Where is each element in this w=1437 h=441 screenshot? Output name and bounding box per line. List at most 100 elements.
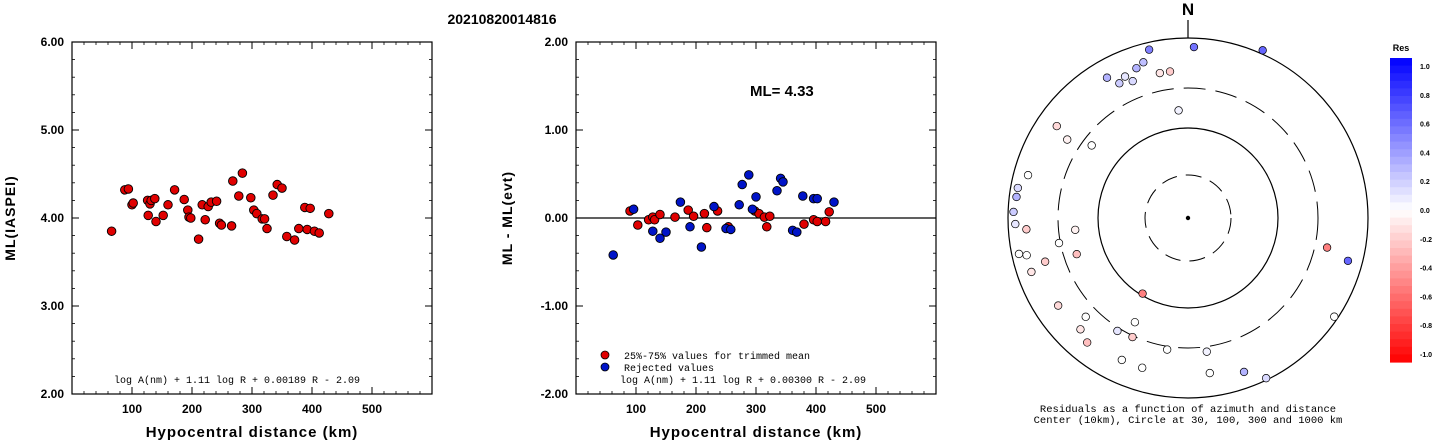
- station-point: [200, 215, 210, 225]
- colorbar-cell: [1390, 301, 1412, 310]
- azimuth-point: [1083, 338, 1092, 347]
- trimmed-mean-point: [655, 209, 665, 220]
- magnitude-vs-distance-plot: 100 200 300 400 500 2.00 3.00 4.00 5.00 6.00 log …: [2, 35, 433, 441]
- azimuth-point: [1239, 367, 1249, 377]
- trimmed-mean-point: [702, 222, 712, 233]
- circle-300km: [1057, 87, 1319, 349]
- circle-100km: [1097, 127, 1279, 309]
- azimuth-point: [1128, 332, 1137, 342]
- azimuth-point: [1081, 312, 1090, 321]
- colorbar-cell: [1390, 96, 1412, 105]
- rejected-point: [675, 197, 686, 207]
- left-xlabel: Hypocentral distance (km): [146, 424, 359, 441]
- azimuth-point: [1120, 72, 1130, 81]
- azimuth-point: [1128, 76, 1137, 86]
- rejected-point: [812, 193, 822, 204]
- azimuth-point: [1132, 64, 1141, 73]
- azimuth-point: [1139, 58, 1148, 67]
- station-point: [294, 223, 304, 234]
- station-point: [262, 223, 272, 234]
- x-tick-label: 300: [242, 402, 262, 416]
- polar-caption-line2: Center (10km), Circle at 30, 100, 300 an…: [1034, 415, 1343, 427]
- rejected-point: [648, 226, 658, 236]
- rejected-point: [778, 177, 788, 187]
- azimuth-point: [1027, 267, 1036, 277]
- circle-30km: [1144, 174, 1232, 262]
- colorbar-tick-label: -0.2: [1420, 237, 1432, 244]
- colorbar-cell: [1390, 187, 1412, 196]
- colorbar-cell: [1390, 179, 1412, 188]
- center-dot: [1185, 215, 1191, 221]
- y-tick-label: 3.00: [41, 299, 65, 313]
- trimmed-mean-point: [683, 205, 693, 215]
- colorbar-ticks: 1.0 0.8 0.6 0.4 0.2 0.0 -0.2 -0.4 -0.6 -0.8 -1.0: [1420, 64, 1432, 359]
- station-point: [143, 210, 153, 221]
- azimuth-point: [1117, 355, 1126, 365]
- colorbar-cells: [1390, 58, 1412, 363]
- station-point: [216, 220, 227, 230]
- outer-circle-1000km: [1007, 37, 1369, 399]
- rejected-point: [685, 222, 695, 232]
- y-tick-label: 2.00: [545, 35, 569, 49]
- colorbar-cell: [1390, 278, 1412, 287]
- colorbar-cell: [1390, 232, 1412, 241]
- colorbar-cell: [1390, 316, 1412, 325]
- legend-blue-marker: [600, 362, 610, 372]
- x-tick-label: 200: [182, 402, 202, 416]
- colorbar-cell: [1390, 134, 1412, 143]
- y-tick-label: -1.00: [541, 299, 569, 313]
- figure-title: 20210820014816: [447, 11, 556, 27]
- station-point: [179, 194, 189, 205]
- azimuth-point: [1205, 368, 1214, 378]
- colorbar-cell: [1390, 324, 1412, 333]
- rejected-point: [734, 200, 744, 210]
- azimuth-residual-plot: N Residuals as a function of azimuth and…: [1007, 0, 1369, 427]
- colorbar-cell: [1390, 308, 1412, 317]
- rejected-point: [737, 179, 747, 190]
- legend-red-label: 25%-75% values for trimmed mean: [624, 351, 810, 363]
- azimuth-point: [1138, 363, 1147, 372]
- trimmed-mean-point: [762, 222, 772, 232]
- colorbar-tick-label: -1.0: [1420, 352, 1432, 359]
- colorbar-title: Res: [1393, 43, 1410, 53]
- y-tick-label: 0.00: [545, 211, 569, 225]
- azimuth-point: [1330, 312, 1339, 321]
- colorbar-tick-label: 0.2: [1420, 179, 1430, 186]
- rejected-point: [829, 197, 839, 207]
- colorbar-cell: [1390, 65, 1412, 74]
- station-point: [193, 234, 204, 244]
- azimuth-point: [1165, 67, 1175, 76]
- azimuth-point: [1343, 256, 1353, 266]
- station-point: [234, 191, 244, 201]
- station-point: [106, 226, 117, 236]
- x-tick-label: 300: [746, 402, 766, 416]
- trimmed-mean-point: [765, 211, 775, 221]
- left-data-points: [106, 168, 334, 245]
- azimuth-point: [1052, 121, 1061, 131]
- station-point: [228, 176, 238, 186]
- colorbar-cell: [1390, 255, 1412, 264]
- station-point: [158, 210, 168, 221]
- colorbar-cell: [1390, 164, 1412, 173]
- rejected-point: [751, 192, 761, 202]
- azimuth-point: [1087, 141, 1096, 150]
- station-point: [277, 183, 287, 193]
- colorbar-cell: [1390, 73, 1412, 82]
- rejected-point: [655, 233, 665, 243]
- mid-axis-ticks: 100 200 300 400 500 -2.00 -1.00 0.00 1.00 2.00: [541, 35, 936, 416]
- azimuth-point: [1014, 249, 1024, 259]
- colorbar-tick-label: -0.4: [1420, 266, 1432, 273]
- azimuth-point: [1155, 68, 1164, 78]
- colorbar-cell: [1390, 263, 1412, 272]
- colorbar-cell: [1390, 194, 1412, 203]
- azimuth-point: [1054, 301, 1063, 310]
- azimuth-point: [1023, 170, 1033, 180]
- mid-data-points: [608, 170, 839, 260]
- x-tick-label: 500: [362, 402, 382, 416]
- station-point: [123, 184, 134, 194]
- rejected-point: [696, 242, 707, 252]
- rejected-point: [798, 191, 808, 201]
- left-axis-ticks: 100 200 300 400 500 2.00 3.00 4.00 5.00 6.00: [41, 35, 432, 416]
- rejected-point: [709, 201, 719, 212]
